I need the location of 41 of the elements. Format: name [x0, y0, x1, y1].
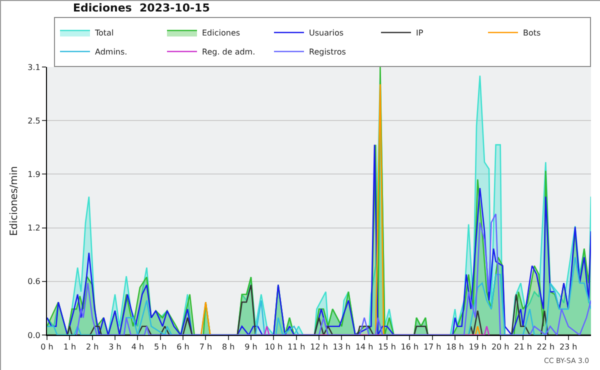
x-tick-label: 17 h	[423, 342, 442, 352]
x-tick-label: 5 h	[154, 342, 167, 352]
y-tick-label: 2.5	[28, 116, 40, 126]
y-tick-label: 0.0	[28, 330, 40, 340]
x-tick-label: 22 h	[536, 342, 555, 352]
legend-label: Usuarios	[309, 28, 344, 38]
y-tick-label: 3.1	[28, 62, 40, 72]
chart-title: Ediciones 2023-10-15	[73, 2, 210, 15]
x-tick-label: 12 h	[310, 342, 328, 352]
x-tick-label: 10 h	[264, 342, 283, 352]
x-tick-label: 13 h	[332, 342, 351, 352]
x-tick-label: 4 h	[131, 342, 144, 352]
x-tick-label: 0 h	[40, 342, 54, 352]
legend-label: Total	[94, 28, 114, 38]
x-tick-label: 3 h	[108, 342, 122, 352]
x-tick-label: 2 h	[86, 342, 99, 352]
y-tick-label: 1.2	[28, 224, 40, 233]
legend-label: Admins.	[95, 48, 128, 57]
x-tick-label: 19 h	[468, 342, 487, 352]
x-tick-label: 20 h	[491, 342, 510, 352]
x-tick-label: 11 h	[287, 342, 306, 352]
x-tick-label: 18 h	[446, 342, 464, 352]
legend-label: Registros	[309, 48, 346, 57]
legend-label: Bots	[523, 28, 541, 38]
line-series	[76, 213, 591, 335]
x-tick-label: 21 h	[514, 342, 532, 352]
x-tick-label: 1 h	[63, 342, 76, 352]
x-tick-label: 16 h	[400, 342, 419, 352]
y-axis-title: Ediciones/min	[9, 166, 20, 236]
x-tick-label: 8 h	[222, 342, 235, 352]
y-tick-label: 0.6	[28, 277, 40, 286]
x-tick-label: 15 h	[378, 342, 396, 352]
x-tick-label: 14 h	[355, 342, 374, 352]
x-tick-label: 9 h	[244, 342, 258, 352]
legend-label: IP	[416, 28, 424, 38]
legend-label: Reg. de adm.	[202, 48, 256, 57]
legend-label: Ediciones	[202, 28, 240, 38]
y-tick-label: 1.9	[28, 170, 40, 179]
x-tick-label: 23 h	[559, 342, 578, 352]
x-tick-label: 6 h	[176, 342, 190, 352]
x-tick-label: 7 h	[199, 342, 212, 352]
